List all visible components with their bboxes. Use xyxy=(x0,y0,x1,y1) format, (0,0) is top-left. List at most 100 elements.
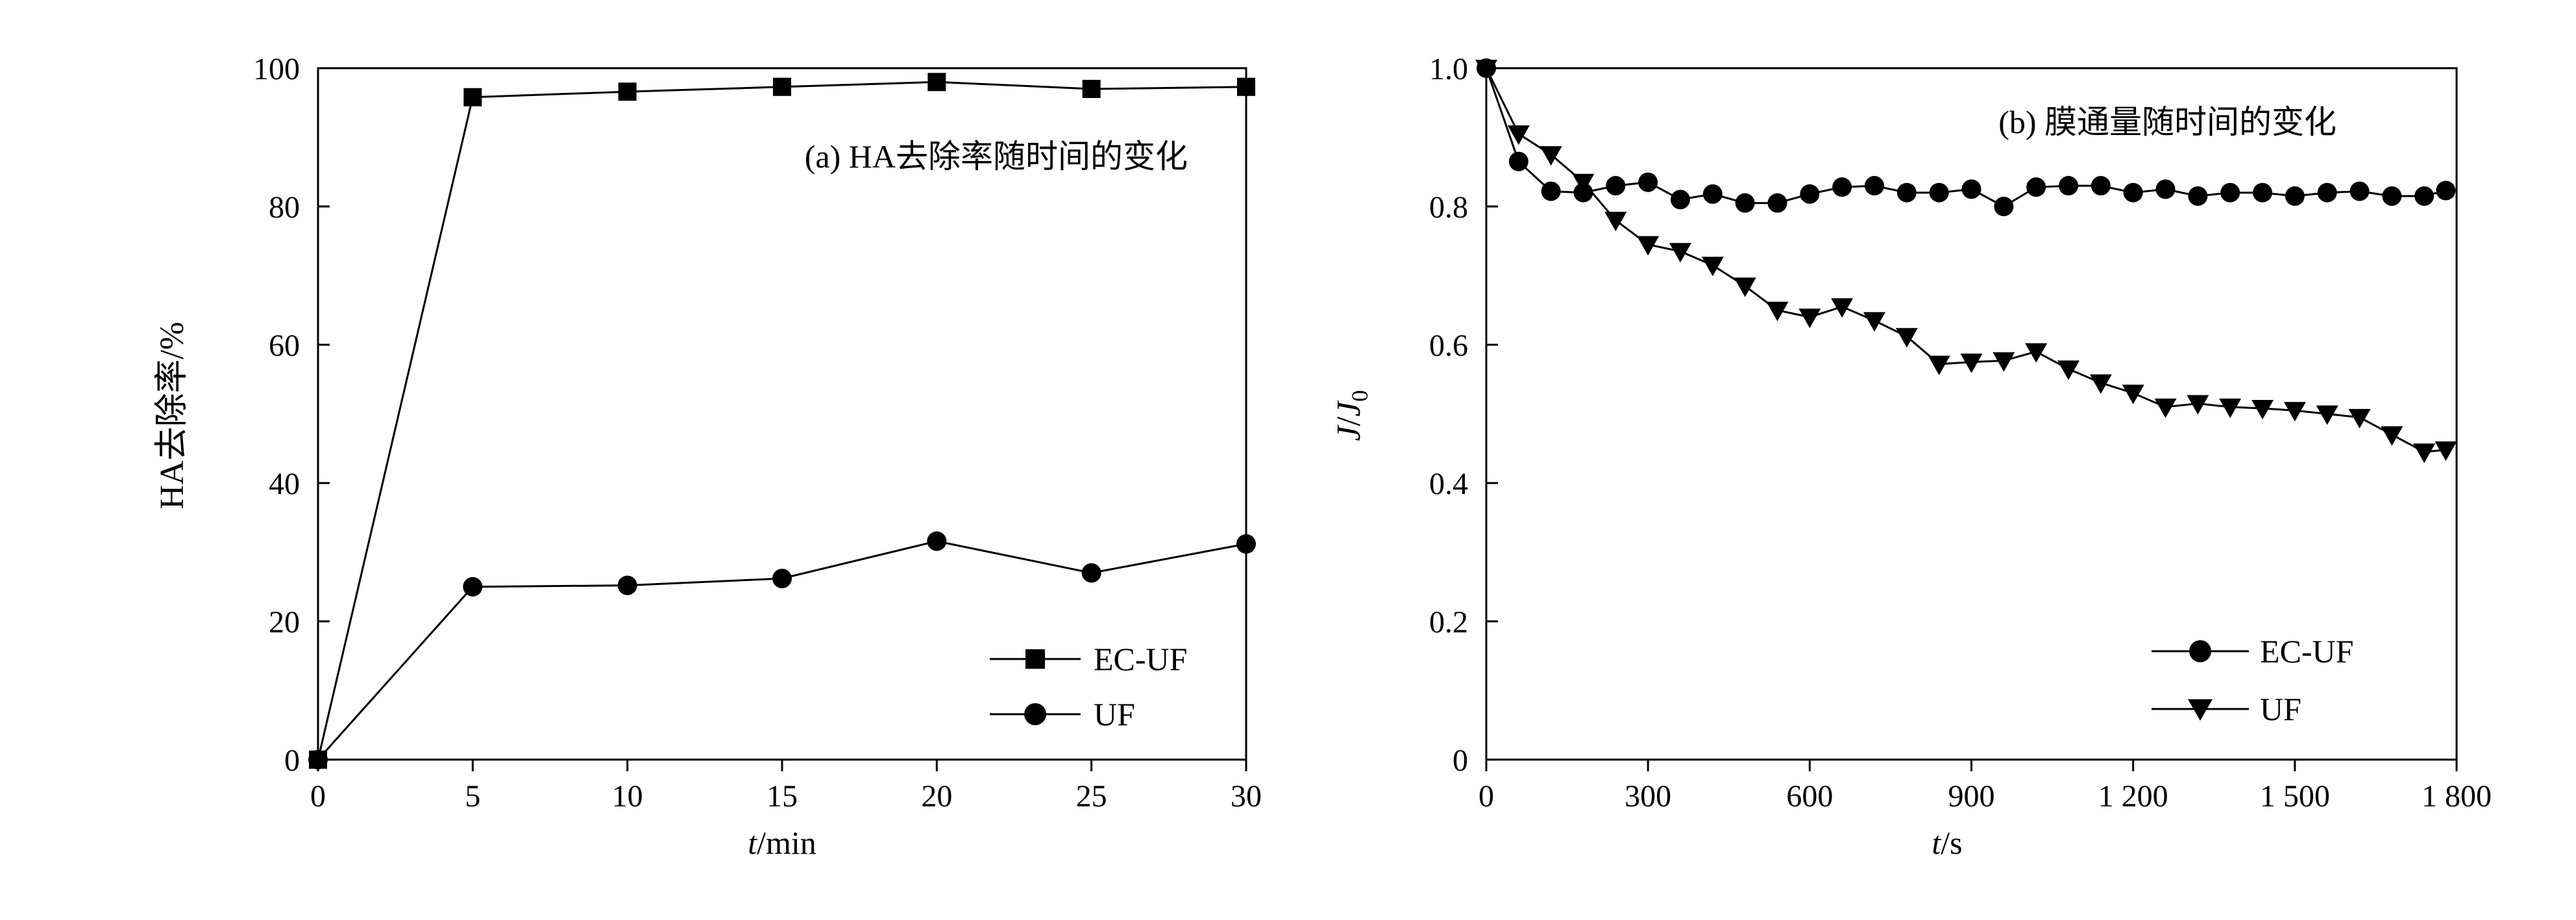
data-point-ecuf xyxy=(773,77,791,96)
data-point-uf xyxy=(1734,277,1756,297)
x-tick-label: 10 xyxy=(612,779,643,814)
data-point-ecuf xyxy=(1541,181,1561,201)
data-point-ecuf xyxy=(1638,172,1658,192)
data-point-ecuf xyxy=(1896,182,1917,203)
data-point-ecuf xyxy=(463,88,482,106)
data-point-uf xyxy=(772,568,792,588)
data-point-ecuf xyxy=(1800,184,1820,204)
legend-a-uf-marker xyxy=(1024,703,1046,725)
chart-a-ylabel: HA去除率/% xyxy=(154,322,191,510)
data-point-ecuf xyxy=(1508,151,1528,171)
data-point-uf xyxy=(1081,563,1101,583)
chart-b-ylabel-sub: 0 xyxy=(1347,390,1373,402)
data-point-uf xyxy=(1928,355,1950,375)
y-tick-label: 100 xyxy=(253,52,300,86)
data-point-ecuf xyxy=(2317,182,2337,203)
x-tick-label: 0 xyxy=(1478,779,1494,814)
chart-a-xlabel-var: t xyxy=(748,825,757,861)
chart-b-ylabel: J/J0 xyxy=(1331,390,1373,441)
data-point-uf xyxy=(1993,352,2015,372)
data-point-uf xyxy=(2251,399,2274,419)
y-tick-label: 0.4 xyxy=(1429,467,1468,501)
chart-b-ylabel-var: J xyxy=(1331,424,1368,441)
data-point-uf xyxy=(1507,125,1530,145)
legend-a-ecuf-marker xyxy=(1025,649,1045,669)
x-tick-label: 1 500 xyxy=(2260,779,2330,814)
y-tick-label: 0.8 xyxy=(1429,190,1468,225)
data-point-ecuf xyxy=(2349,181,2370,201)
chart-a: 0 5 10 15 20 25 30 0 20 40 60 80 100 (a) HA去除率随时间的变… xyxy=(154,52,1262,861)
x-tick-label: 30 xyxy=(1231,779,1262,814)
data-point-ecuf xyxy=(2220,182,2240,203)
data-point-ecuf xyxy=(1961,179,1981,199)
data-point-uf xyxy=(2057,360,2079,380)
data-point-ecuf xyxy=(1606,176,1626,196)
data-point-ecuf xyxy=(2253,182,2272,203)
x-tick-label: 25 xyxy=(1076,779,1107,814)
y-tick-label: 0 xyxy=(1453,743,1468,778)
data-point-ecuf xyxy=(927,73,946,92)
chart-b-series xyxy=(1475,58,2457,464)
chart-a-x-ticks: 0 5 10 15 20 25 30 xyxy=(310,760,1262,814)
legend-b-ecuf-label: EC-UF xyxy=(2260,633,2353,669)
x-tick-label: 15 xyxy=(767,779,798,814)
x-tick-label: 0 xyxy=(310,779,326,814)
data-point-uf xyxy=(2122,384,2144,404)
chart-b-ylabel-base: J xyxy=(1331,400,1368,417)
data-point-uf xyxy=(2348,408,2371,429)
legend-a-ecuf-label: EC-UF xyxy=(1094,641,1187,677)
data-point-uf xyxy=(1831,298,1854,318)
data-point-ecuf xyxy=(1735,193,1755,213)
data-point-ecuf xyxy=(618,82,637,101)
data-point-uf xyxy=(1475,60,1497,79)
data-point-uf xyxy=(1572,173,1595,193)
data-point-ecuf xyxy=(2188,186,2208,206)
data-point-ecuf xyxy=(2059,176,2078,196)
x-tick-label: 600 xyxy=(1786,779,1833,814)
data-point-ecuf xyxy=(2155,179,2176,199)
chart-b-xlabel-var: t xyxy=(1932,825,1941,861)
data-point-uf xyxy=(2187,395,2209,415)
chart-b-legend: EC-UF UF xyxy=(2152,633,2353,727)
y-tick-label: 0.2 xyxy=(1429,605,1468,640)
data-point-uf xyxy=(1960,353,1983,373)
chart-a-xlabel-unit: /min xyxy=(757,825,816,861)
data-point-ecuf xyxy=(1865,176,1884,196)
data-point-ecuf xyxy=(1671,190,1690,210)
legend-a-uf-label: UF xyxy=(1094,696,1135,732)
data-point-uf xyxy=(1798,308,1821,329)
x-tick-label: 1 800 xyxy=(2422,779,2492,814)
y-tick-label: 1.0 xyxy=(1429,52,1468,86)
x-tick-label: 300 xyxy=(1625,779,1671,814)
y-tick-label: 40 xyxy=(269,467,300,501)
y-tick-label: 0 xyxy=(284,743,300,778)
data-point-uf xyxy=(1539,146,1562,166)
data-point-ecuf xyxy=(2382,186,2402,206)
data-point-uf xyxy=(2435,441,2457,461)
data-point-uf xyxy=(2025,343,2048,363)
legend-b-uf-marker xyxy=(2188,699,2213,721)
data-point-ecuf xyxy=(2123,182,2143,203)
chart-a-series xyxy=(308,73,1256,769)
x-tick-label: 20 xyxy=(921,779,952,814)
y-tick-label: 60 xyxy=(269,329,300,363)
data-point-uf xyxy=(1701,256,1724,277)
data-point-uf xyxy=(1863,312,1885,332)
data-point-ecuf xyxy=(1237,77,1255,96)
chart-a-legend: EC-UF UF xyxy=(990,641,1187,732)
chart-b-xlabel: t/s xyxy=(1932,825,1962,861)
data-point-ecuf xyxy=(2091,176,2111,196)
data-point-ecuf xyxy=(1994,197,2014,216)
legend-b-ecuf-marker xyxy=(2189,640,2211,662)
data-point-ecuf xyxy=(2285,186,2305,206)
data-point-uf xyxy=(2154,398,2177,418)
x-tick-label: 5 xyxy=(465,779,480,814)
data-point-uf xyxy=(617,575,637,595)
data-point-uf xyxy=(2413,443,2436,464)
chart-b-x-ticks: 0 300 600 900 1 200 1 500 1 800 xyxy=(1478,760,2492,814)
x-tick-label: 900 xyxy=(1948,779,1995,814)
data-point-uf xyxy=(308,750,328,769)
legend-b-uf-label: UF xyxy=(2260,691,2301,727)
chart-b-title: (b) 膜通量随时间的变化 xyxy=(1998,104,2337,140)
